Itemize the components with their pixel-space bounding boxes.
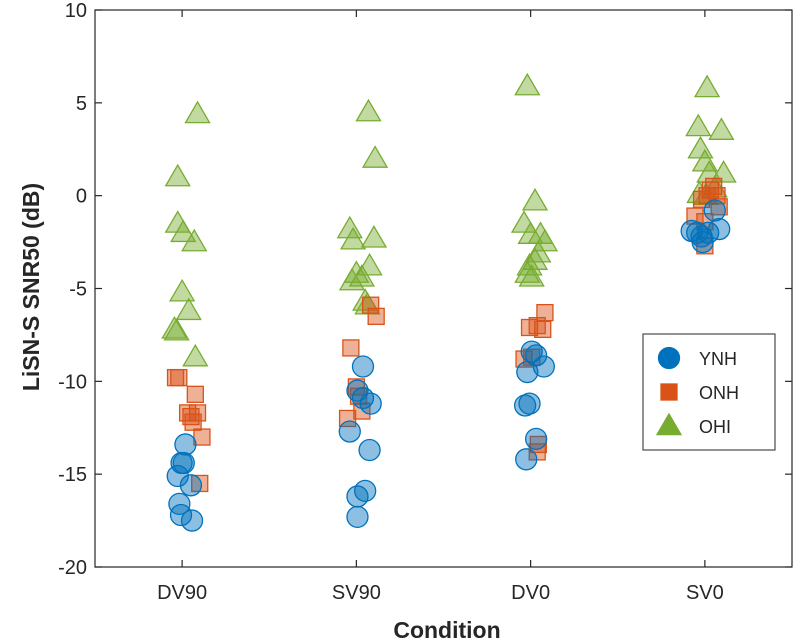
legend-label-ynh: YNH — [699, 349, 737, 369]
data-point-ohi — [687, 135, 714, 159]
data-point-onh — [184, 413, 202, 431]
data-point-ynh — [524, 427, 548, 451]
data-point-ohi — [168, 278, 196, 302]
data-point-ynh — [703, 199, 726, 222]
data-point-ohi — [514, 72, 541, 96]
data-point-ynh — [708, 217, 731, 241]
data-point-ohi — [710, 160, 737, 183]
data-point-ynh — [166, 464, 189, 488]
data-point-ynh — [346, 505, 369, 529]
data-point-ynh — [174, 433, 197, 456]
data-point-ohi — [360, 225, 388, 248]
y-tick-label: -10 — [58, 371, 87, 393]
data-point-onh — [193, 428, 211, 446]
data-point-ohi — [525, 239, 552, 263]
data-point-onh — [534, 320, 552, 338]
series-ynh — [166, 199, 731, 532]
data-point-ynh — [172, 451, 195, 475]
y-tick-label: -15 — [58, 464, 87, 486]
data-point-ohi — [685, 113, 712, 137]
y-tick-label: -20 — [58, 557, 87, 579]
data-point-ynh — [518, 392, 541, 415]
data-point-ohi — [182, 343, 209, 367]
y-tick-label: 5 — [76, 93, 87, 115]
data-point-ynh — [516, 360, 539, 384]
data-point-ohi — [356, 252, 383, 276]
data-point-ohi — [361, 145, 389, 168]
data-point-ohi — [518, 264, 545, 287]
y-tick-label: 10 — [65, 0, 87, 22]
legend-label-ohi: OHI — [699, 417, 731, 437]
data-point-onh — [170, 368, 188, 387]
data-point-onh — [705, 177, 723, 196]
data-point-ohi — [175, 297, 202, 321]
legend: YNH ONH OHI — [642, 333, 776, 451]
x-axis-title: Condition — [393, 617, 500, 643]
data-point-ynh — [168, 492, 191, 516]
x-tick-label: DV0 — [511, 582, 550, 604]
data-point-ohi — [521, 187, 549, 211]
data-point-ohi — [708, 117, 735, 140]
data-point-ynh — [532, 355, 555, 378]
data-point-ynh — [351, 355, 375, 378]
data-point-ynh — [358, 438, 381, 462]
data-point-ynh — [338, 420, 361, 443]
data-point-ynh — [180, 509, 204, 532]
legend-marker-onh — [660, 383, 678, 401]
data-point-ohi — [164, 163, 191, 187]
x-tick-label: SV0 — [686, 582, 724, 604]
legend-marker-ynh — [657, 346, 681, 370]
data-point-ynh — [515, 448, 538, 471]
x-tick-label: SV90 — [332, 582, 381, 604]
data-point-ynh — [169, 503, 193, 527]
data-point-onh — [342, 339, 360, 357]
y-tick-label: -5 — [69, 279, 87, 301]
data-point-onh — [367, 307, 385, 326]
y-tick-label: 0 — [76, 186, 87, 208]
data-point-ohi — [531, 228, 559, 252]
data-point-ohi — [339, 226, 367, 250]
data-point-ynh — [691, 230, 714, 254]
data-point-ohi — [184, 100, 211, 124]
data-point-ohi — [181, 228, 208, 252]
data-marks — [161, 72, 737, 532]
axes: 10 5 0 -5 -10 -15 -20 DV90 SV90 DV0 SV0 — [58, 0, 793, 604]
data-point-onh — [182, 407, 200, 426]
data-point-onh — [536, 303, 554, 322]
series-ohi — [161, 72, 737, 367]
data-point-ohi — [693, 74, 721, 98]
y-axis-title: LiSN-S SNR50 (dB) — [18, 183, 44, 391]
legend-label-onh: ONH — [699, 383, 739, 403]
data-point-ohi — [170, 219, 197, 243]
data-point-onh — [186, 385, 204, 403]
data-point-ynh — [179, 474, 203, 497]
legend-marker-ohi — [655, 412, 683, 436]
data-point-onh — [710, 198, 728, 216]
x-tick-label: DV90 — [157, 582, 207, 604]
data-point-ohi — [355, 98, 382, 122]
data-point-ohi — [691, 148, 719, 172]
data-point-ohi — [338, 267, 366, 291]
data-point-ohi — [163, 317, 190, 341]
data-point-onh — [347, 378, 366, 396]
data-point-ynh — [346, 485, 369, 508]
data-point-ohi — [510, 210, 538, 233]
data-point-ynh — [359, 392, 382, 415]
data-point-onh — [362, 296, 380, 314]
